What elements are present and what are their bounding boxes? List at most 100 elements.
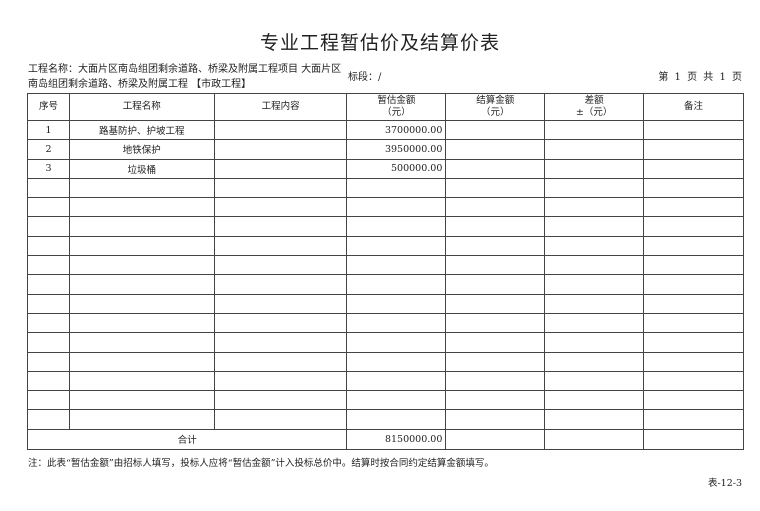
cell-no: 2 xyxy=(27,139,70,160)
table-row xyxy=(27,216,744,237)
cell-diff xyxy=(544,255,645,276)
cell-remark xyxy=(643,274,744,295)
cell-diff xyxy=(544,332,645,353)
cell-no xyxy=(27,409,70,430)
cell-remark xyxy=(643,235,744,257)
cell-name xyxy=(68,370,215,392)
cell-content xyxy=(213,370,348,392)
table-row xyxy=(27,235,744,257)
cell-content xyxy=(213,235,348,257)
cell-remark xyxy=(643,312,744,334)
cell-remark xyxy=(643,216,744,237)
header-text: 差额 xyxy=(584,95,604,106)
header-unit: ±（元） xyxy=(575,107,613,118)
cell-remark xyxy=(643,293,744,314)
cell-remark xyxy=(643,158,744,179)
table-row xyxy=(27,370,744,392)
cell-no xyxy=(27,235,70,257)
cell-diff xyxy=(544,177,645,199)
header-text: 备注 xyxy=(684,101,704,112)
cell-diff xyxy=(544,312,645,334)
section-label: 标段：/ xyxy=(348,72,382,83)
cell-remark xyxy=(643,197,744,218)
table-row: 2 地铁保护 3950000.00 xyxy=(27,139,744,160)
cell-no xyxy=(27,255,70,276)
total-row: 合计 8150000.00 xyxy=(26,428,744,450)
table-row xyxy=(27,332,744,353)
table-row xyxy=(27,197,744,218)
cell-settle xyxy=(445,351,546,372)
cell-estimate xyxy=(346,312,447,334)
column-header: 序号 xyxy=(27,93,70,121)
cell-settle xyxy=(445,274,546,295)
cell-name xyxy=(68,255,215,276)
cell-no xyxy=(27,332,70,353)
cell-no xyxy=(27,390,70,411)
cell-name: 路基防护、护坡工程 xyxy=(68,119,215,141)
cell-remark xyxy=(643,177,744,199)
cell-remark xyxy=(643,332,744,353)
cell-settle xyxy=(445,216,546,237)
table-row xyxy=(27,274,744,295)
header-text: 工程名称 xyxy=(122,101,161,112)
cell-no xyxy=(27,370,70,392)
cell-estimate xyxy=(346,274,447,295)
table-row xyxy=(27,390,744,411)
project-name: 工程名称：大面片区南岛组团剩余道路、桥梁及附属工程项目 大面片区南岛组团剩余道路… xyxy=(28,64,342,90)
cell-estimate xyxy=(346,370,447,392)
cell-diff xyxy=(544,119,645,141)
cell-remark xyxy=(643,370,744,392)
cell-diff xyxy=(544,216,645,237)
table-row xyxy=(27,312,744,334)
cell-content xyxy=(213,197,348,218)
header-unit: （元） xyxy=(481,107,510,118)
cell-diff xyxy=(544,235,645,257)
cell-no xyxy=(27,216,70,237)
cell-diff xyxy=(544,351,645,372)
cell-estimate xyxy=(346,216,447,237)
cell-no xyxy=(27,197,70,218)
page-info: 第 1 页 共 1 页 xyxy=(658,72,742,83)
cell-settle xyxy=(445,370,546,392)
table-row: 1 路基防护、护坡工程 3700000.00 xyxy=(27,119,744,141)
cell-name xyxy=(68,332,215,353)
cell-settle xyxy=(445,409,546,430)
form-code: 表-12-3 xyxy=(707,478,742,489)
cell-settle xyxy=(445,255,546,276)
cell-settle xyxy=(445,119,546,141)
cell-estimate xyxy=(346,197,447,218)
cell-diff xyxy=(544,293,645,314)
cell-content xyxy=(213,312,348,334)
cell-estimate xyxy=(346,332,447,353)
cell-content xyxy=(213,293,348,314)
cell-settle xyxy=(445,177,546,199)
table-row xyxy=(27,177,744,199)
cell-content xyxy=(213,274,348,295)
cell-no: 3 xyxy=(27,158,70,179)
cell-no xyxy=(27,351,70,372)
cell-content xyxy=(213,139,348,160)
table-row xyxy=(27,255,744,276)
header-unit: （元） xyxy=(382,107,411,118)
cell-content xyxy=(213,119,348,141)
cell-settle xyxy=(445,390,546,411)
cell-diff xyxy=(544,409,645,430)
header-text: 序号 xyxy=(38,101,58,112)
cell-name xyxy=(68,197,215,218)
cell-name xyxy=(68,293,215,314)
table-row xyxy=(27,293,744,314)
header-text: 工程内容 xyxy=(261,101,300,112)
cell-estimate xyxy=(346,351,447,372)
cell-diff xyxy=(544,390,645,411)
cell-no xyxy=(27,293,70,314)
column-header: 差额 ±（元） xyxy=(544,93,645,121)
cell-remark xyxy=(643,409,744,430)
column-header: 暂估金额 （元） xyxy=(346,93,447,121)
cell-estimate xyxy=(346,255,447,276)
cell-remark xyxy=(643,390,744,411)
cell-settle xyxy=(445,235,546,257)
header-text: 结算金额 xyxy=(476,95,515,106)
cell-name xyxy=(68,390,215,411)
cell-remark xyxy=(643,139,744,160)
